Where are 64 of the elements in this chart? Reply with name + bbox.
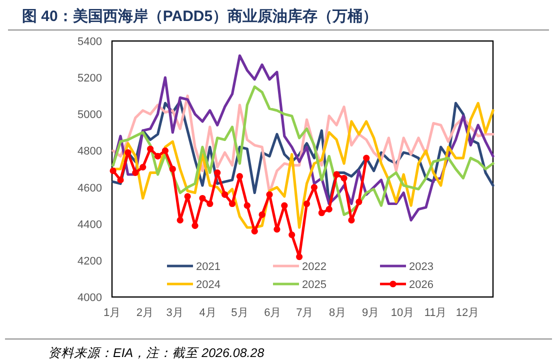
point [363,154,370,162]
point [110,168,116,174]
point [199,194,206,202]
x-tick-label: 12月 [456,307,480,319]
y-tick-label: 5000 [78,109,102,122]
y-tick-label: 4400 [78,218,102,231]
point [124,149,132,156]
point [214,169,221,176]
point [169,166,176,172]
x-tick-label: 11月 [424,307,447,319]
point [340,174,348,182]
x-tick-label: 3月 [166,307,184,319]
legend-label: 2022 [302,261,326,273]
point [356,198,362,206]
point [206,200,214,208]
y-tick-label: 4800 [78,146,102,158]
y-tick-label: 5200 [78,72,102,85]
point [162,147,169,154]
point [318,210,325,216]
point [281,202,288,209]
point [236,173,244,180]
x-tick-label: 6月 [264,307,282,319]
point [303,200,310,208]
y-tick-label: 4600 [78,182,102,194]
y-tick-label: 4200 [78,255,102,268]
point [274,226,280,233]
point [310,184,318,191]
legend-label: 2024 [196,279,220,291]
x-tick-label: 7月 [296,307,314,319]
x-tick-label: 4月 [199,307,216,319]
point [154,152,162,160]
legend-label: 2025 [302,279,326,291]
x-tick-label: 1月 [103,307,121,319]
legend-label: 2023 [409,261,434,273]
point [348,216,355,224]
point [117,176,124,184]
point [288,232,296,238]
chart-title: 图 40：美国西海岸（PADD5）商业原油库存（万桶） [22,7,378,25]
x-tick-label: 8月 [329,307,346,319]
point [147,146,154,152]
legend-label: 2026 [409,279,434,291]
point [244,202,250,209]
point [132,169,139,176]
line-series [112,85,494,216]
text: 资料来源：EIA，注：截至 2026.08.28 [48,346,264,360]
legend-label: 2021 [196,261,220,273]
x-tick-label: 10月 [390,307,414,319]
point [222,191,228,198]
point [228,200,236,208]
point [296,253,303,260]
y-tick-label: 4000 [78,292,102,304]
point [184,193,191,200]
point [258,211,266,218]
point [192,222,198,229]
point [251,228,258,234]
x-tick-label: 2月 [136,307,154,319]
x-tick-label: 9月 [362,307,380,319]
y-tick-label: 5400 [78,36,102,48]
point [333,171,340,178]
x-tick-label: 5月 [231,307,248,319]
point [266,191,273,198]
point [140,164,146,170]
point [176,216,184,224]
point [326,206,332,213]
